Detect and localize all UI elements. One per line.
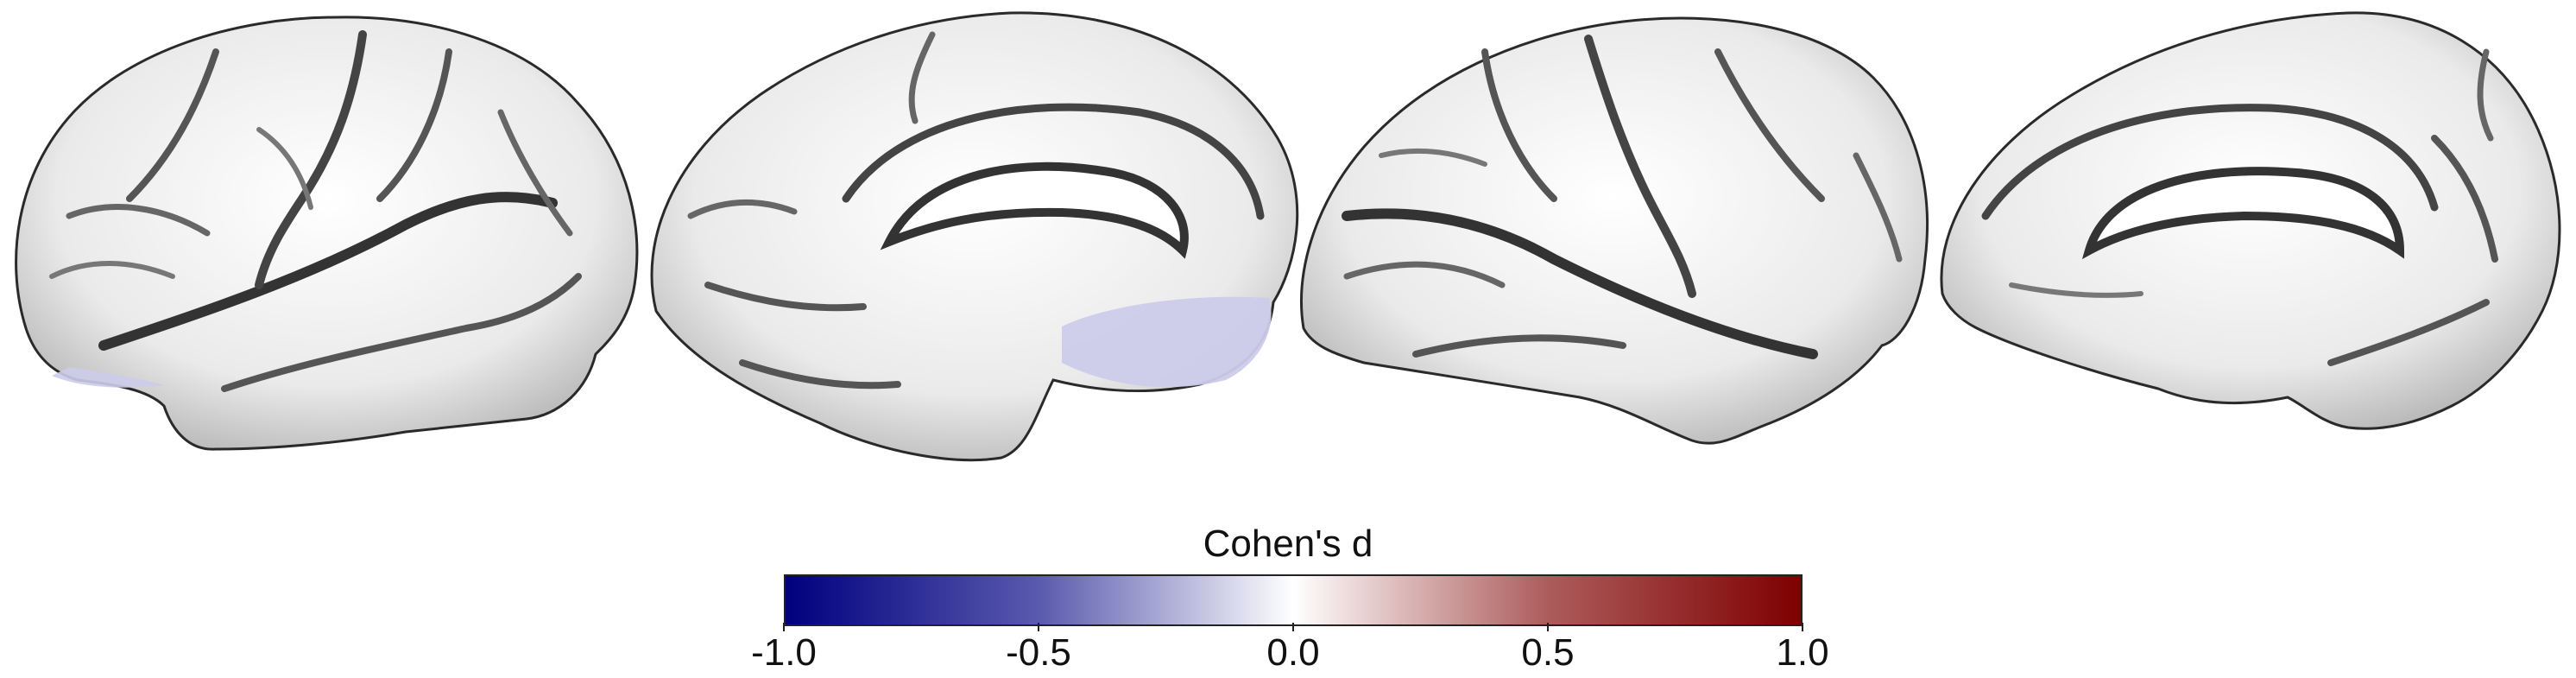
colorbar-title: Cohen's d [1203, 523, 1373, 565]
right-medial-hemisphere [1940, 11, 2561, 430]
colorbar-tick-label: 0.5 [1521, 631, 1575, 674]
right-sylvian-fissure [1342, 208, 1818, 359]
colorbar-gradient [784, 574, 1803, 626]
colorbar-tick-label: -1.0 [751, 631, 817, 674]
colorbar-tick [783, 623, 785, 631]
right-central-sulcus [1584, 35, 1696, 298]
colorbar-tick [1802, 623, 1803, 631]
brain-surface-figure [15, 11, 2561, 462]
left-medial-highlight-region [1062, 296, 1272, 388]
colorbar-tick [1547, 623, 1549, 631]
right-lateral-outline [1300, 16, 1929, 445]
left-medial-hemisphere [650, 11, 1299, 462]
colorbar-tick-label: 0.0 [1266, 631, 1320, 674]
left-lateral-highlight-region [52, 367, 164, 388]
left-medial-outline [650, 11, 1299, 462]
left-sylvian-fissure [98, 192, 558, 351]
colorbar: Cohen's d -1.0 -0.5 0.0 0.5 1.0 [0, 505, 2576, 678]
left-cingulate-sulcus [842, 103, 1265, 220]
left-lateral-outline [15, 16, 639, 451]
right-corpus-callosum [2081, 167, 2405, 260]
left-central-sulcus [255, 30, 367, 289]
colorbar-tick [1038, 623, 1039, 631]
left-lateral-hemisphere [15, 16, 639, 451]
right-medial-outline [1940, 11, 2561, 430]
colorbar-tick-label: 1.0 [1776, 631, 1829, 674]
right-cingulate-sulcus [1981, 104, 2439, 220]
colorbar-tick [1292, 623, 1294, 631]
left-corpus-callosum [880, 162, 1189, 259]
right-lateral-hemisphere [1300, 16, 1929, 445]
colorbar-tick-label: -0.5 [1006, 631, 1071, 674]
